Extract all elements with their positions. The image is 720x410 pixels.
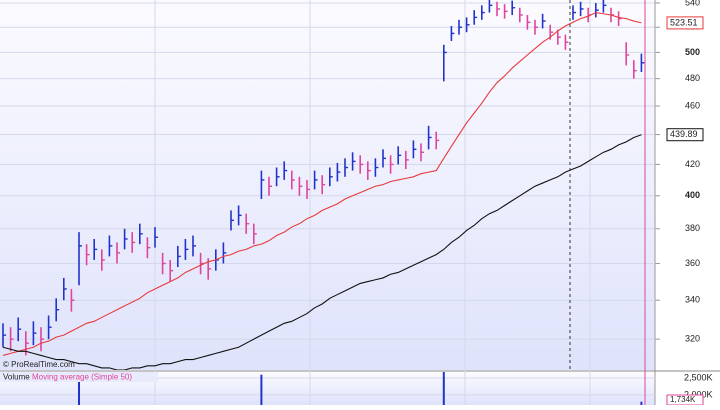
y-tick-label: 360	[685, 258, 700, 268]
watermark: © ProRealTime.com	[3, 360, 75, 369]
last-value-label: 523.51	[670, 17, 698, 27]
y-tick-label: 540	[685, 0, 700, 7]
vertical-grid	[154, 0, 591, 405]
price-panel	[2, 0, 645, 370]
last-value-box	[666, 128, 704, 142]
last-value-box	[666, 16, 704, 30]
grid	[0, 2, 655, 396]
volume-tick-label: 2,000K	[684, 389, 713, 399]
y-tick-label: 460	[685, 100, 700, 110]
volume-header	[0, 372, 158, 382]
y-tick-label: 340	[685, 295, 700, 305]
volume-bar	[640, 401, 643, 405]
volume-ma-title: Moving average (Simple 50)	[32, 373, 132, 382]
last-value-label: 439.89	[670, 129, 698, 139]
y-tick-label: 380	[685, 223, 700, 233]
y-tick-label: 420	[685, 159, 700, 169]
y-tick-label: 480	[685, 73, 700, 83]
y-tick-label: 320	[685, 334, 700, 344]
volume-bar	[260, 374, 263, 405]
y-axis: 320340360380400420440460480500520540523.…	[655, 0, 713, 406]
volume-bar	[78, 372, 80, 405]
last-value-label: 1,734K	[670, 395, 696, 404]
moving-average	[2, 134, 642, 370]
volume-title: Volume	[3, 373, 30, 382]
volume-bar	[442, 372, 445, 405]
volume-panel	[78, 372, 643, 405]
moving-average	[2, 11, 642, 356]
plot-background	[0, 0, 655, 370]
y-tick-label: 400	[685, 190, 700, 200]
y-tick-label: 500	[685, 47, 700, 57]
volume-tick-label: 2,500K	[684, 372, 713, 382]
